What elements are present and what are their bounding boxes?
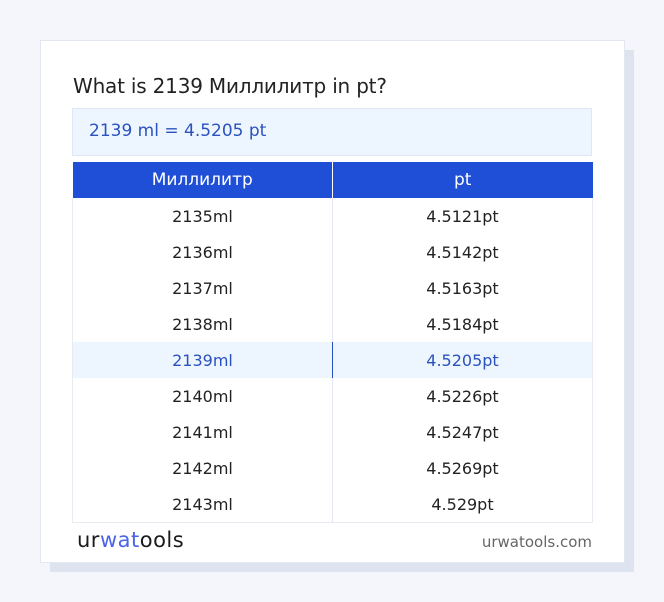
cell-pt: 4.5184pt — [332, 306, 593, 342]
table-row: 2135ml 4.5121pt — [72, 198, 593, 234]
table-row: 2140ml 4.5226pt — [72, 378, 593, 414]
cell-pt: 4.5142pt — [332, 234, 593, 270]
table-row: 2137ml 4.5163pt — [72, 270, 593, 306]
cell-pt: 4.5226pt — [332, 378, 593, 414]
column-header-ml: Миллилитр — [72, 162, 333, 198]
cell-pt: 4.5205pt — [332, 342, 593, 378]
cell-pt: 4.529pt — [332, 486, 593, 523]
cell-ml: 2135ml — [72, 198, 333, 234]
cell-ml: 2137ml — [72, 270, 333, 306]
cell-pt: 4.5269pt — [332, 450, 593, 486]
column-header-pt: pt — [332, 162, 593, 198]
cell-pt: 4.5247pt — [332, 414, 593, 450]
cell-ml: 2143ml — [72, 486, 333, 523]
cell-ml: 2139ml — [72, 342, 333, 378]
cell-ml: 2136ml — [72, 234, 333, 270]
table-row: 2136ml 4.5142pt — [72, 234, 593, 270]
urwatools-logo[interactable]: urwatools — [77, 528, 184, 552]
table-row-highlighted: 2139ml 4.5205pt — [72, 342, 593, 378]
converter-card: What is 2139 Миллилитр in pt? 2139 ml = … — [40, 40, 625, 563]
site-link[interactable]: urwatools.com — [481, 533, 592, 551]
cell-pt: 4.5163pt — [332, 270, 593, 306]
page-title: What is 2139 Миллилитр in pt? — [73, 74, 387, 98]
cell-ml: 2141ml — [72, 414, 333, 450]
table-header: Миллилитр pt — [72, 162, 593, 198]
cell-ml: 2142ml — [72, 450, 333, 486]
table-row: 2141ml 4.5247pt — [72, 414, 593, 450]
conversion-table: Миллилитр pt 2135ml 4.5121pt 2136ml 4.5142p… — [72, 162, 593, 523]
logo-text: ools — [139, 528, 185, 552]
cell-pt: 4.5121pt — [332, 198, 593, 234]
result-box: 2139 ml = 4.5205 pt — [72, 108, 592, 156]
result-text: 2139 ml = 4.5205 pt — [89, 121, 267, 141]
cell-ml: 2138ml — [72, 306, 333, 342]
table-row: 2143ml 4.529pt — [72, 486, 593, 523]
table-row: 2138ml 4.5184pt — [72, 306, 593, 342]
table-row: 2142ml 4.5269pt — [72, 450, 593, 486]
logo-text: ur — [77, 528, 100, 552]
logo-text-accent: wat — [99, 528, 140, 552]
cell-ml: 2140ml — [72, 378, 333, 414]
